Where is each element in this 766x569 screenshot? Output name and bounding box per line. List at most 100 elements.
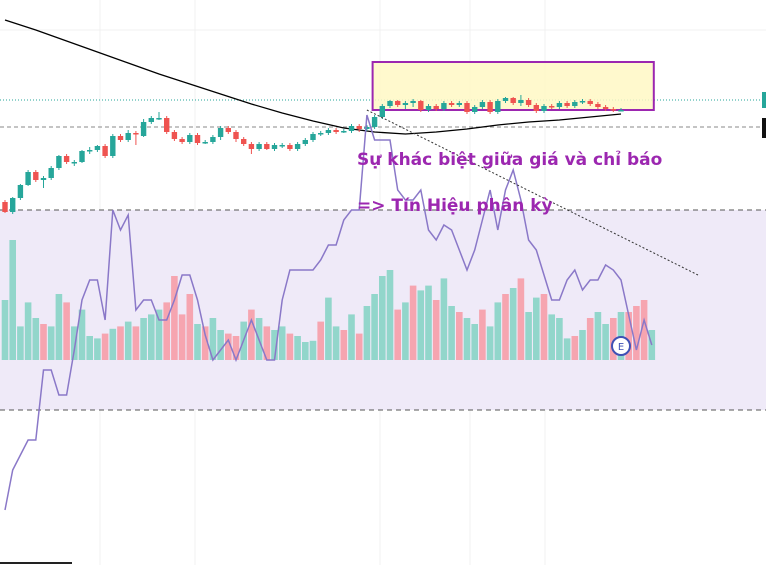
candle-body xyxy=(264,144,270,149)
candle-body xyxy=(256,144,262,149)
volume-bar xyxy=(302,342,309,360)
candle-body xyxy=(379,106,385,117)
volume-bar xyxy=(17,326,24,360)
candle-body xyxy=(587,101,593,104)
volume-bar xyxy=(548,314,555,360)
candle-body xyxy=(294,144,301,149)
volume-bar xyxy=(248,309,255,360)
candle-body xyxy=(156,118,162,120)
candle-body xyxy=(40,178,47,180)
volume-bar xyxy=(217,330,224,360)
volume-bar xyxy=(209,318,217,360)
candle-body xyxy=(479,102,486,107)
moving-average-line xyxy=(4,19,622,135)
candle-body xyxy=(456,103,462,105)
volume-bar xyxy=(194,324,201,360)
volume-bar xyxy=(463,318,471,360)
volume-bar xyxy=(633,306,640,360)
candle-body xyxy=(171,132,178,139)
volume-bar xyxy=(502,294,509,360)
candle-body xyxy=(140,122,147,136)
candle-body xyxy=(356,126,362,129)
volume-bar xyxy=(386,270,394,360)
volume-bar xyxy=(540,294,548,360)
volume-bar xyxy=(602,324,609,360)
volume-bar xyxy=(610,318,617,360)
candle-body xyxy=(310,134,316,140)
misc-layer: E xyxy=(0,336,631,564)
candle-body xyxy=(271,145,278,149)
rsi-line xyxy=(4,114,653,511)
candle-body xyxy=(10,198,16,212)
volume-bar xyxy=(509,288,517,360)
candle-body xyxy=(164,118,170,132)
volume-bar xyxy=(78,309,86,360)
volume-bar xyxy=(163,302,170,360)
volume-bar xyxy=(394,309,401,360)
candle-body xyxy=(364,127,370,129)
candle-body xyxy=(448,103,455,105)
volume-bar xyxy=(640,300,648,360)
candle-body xyxy=(341,131,347,133)
candle-body xyxy=(402,103,409,105)
candle-body xyxy=(395,101,401,105)
candle-body xyxy=(525,100,532,105)
volume-bar xyxy=(579,330,586,360)
candle-body xyxy=(71,162,77,164)
candle-body xyxy=(117,136,124,140)
volume-bar xyxy=(363,306,371,360)
candle-body xyxy=(17,185,24,198)
volume-bar xyxy=(425,285,432,360)
volume-bar xyxy=(332,326,340,360)
candle-body xyxy=(179,139,185,142)
candle-body xyxy=(433,106,439,109)
candle-body xyxy=(233,132,239,139)
divergence-annotation-line2: => Tín Hiệu phân kỳ xyxy=(357,196,553,216)
volume-bar xyxy=(556,318,563,360)
volume-bar xyxy=(317,321,324,360)
candle-body xyxy=(102,146,108,156)
candle-body xyxy=(148,118,154,122)
volume-bar xyxy=(171,276,178,360)
volume-bar xyxy=(440,278,448,360)
candle-body xyxy=(48,168,54,178)
volume-bar xyxy=(140,318,147,360)
volume-bar xyxy=(586,318,594,360)
divergence-trendline xyxy=(366,109,699,276)
candle-body xyxy=(79,151,85,162)
volume-bar xyxy=(186,294,194,360)
volume-bar xyxy=(563,338,571,360)
volume-bar xyxy=(402,302,409,360)
volume-bar xyxy=(155,309,163,360)
volume-bar xyxy=(371,294,378,360)
volume-bar xyxy=(47,326,55,360)
volume-bar xyxy=(471,324,478,360)
candle-body xyxy=(564,103,570,106)
volume-bar xyxy=(9,240,16,360)
candle-body xyxy=(25,172,31,185)
candle-body xyxy=(187,135,193,142)
candle-body xyxy=(125,133,131,140)
volume-bar xyxy=(178,314,186,360)
volume-bar xyxy=(271,330,278,360)
volume-bar xyxy=(525,312,532,360)
volume-bar xyxy=(432,300,440,360)
volume-bar xyxy=(355,333,363,360)
volume-bar xyxy=(40,324,47,360)
volume-bar xyxy=(55,294,63,360)
volume-bar xyxy=(24,302,32,360)
volume-bar xyxy=(379,276,386,360)
candle-body xyxy=(56,156,62,168)
candle-body xyxy=(2,202,8,212)
volume-bar xyxy=(309,340,317,360)
candle-body xyxy=(425,106,432,110)
volume-bar xyxy=(448,306,455,360)
volume-bar xyxy=(86,336,93,360)
volume-bar xyxy=(479,309,486,360)
candle-body xyxy=(464,103,470,112)
volume-bar xyxy=(63,302,70,360)
volume-bar xyxy=(625,312,632,360)
candle-body xyxy=(549,106,555,108)
candle-body xyxy=(418,101,424,110)
volume-bar xyxy=(101,333,109,360)
